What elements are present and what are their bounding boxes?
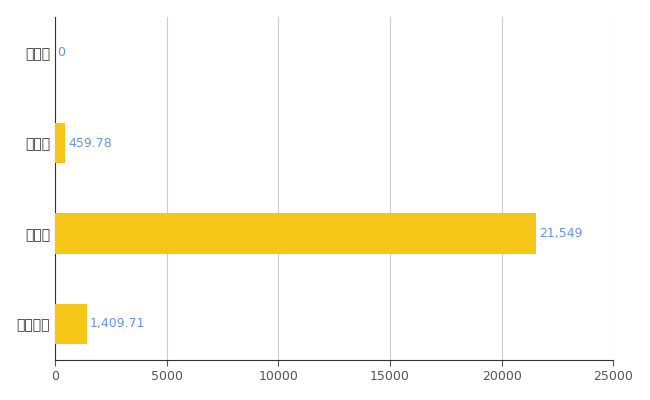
Text: 21,549: 21,549 bbox=[539, 227, 582, 240]
Text: 1,409.71: 1,409.71 bbox=[89, 318, 145, 330]
Text: 0: 0 bbox=[57, 46, 65, 59]
Bar bbox=[55, 304, 86, 344]
Bar bbox=[55, 213, 536, 254]
Bar bbox=[55, 123, 65, 164]
Text: 459.78: 459.78 bbox=[68, 136, 112, 150]
